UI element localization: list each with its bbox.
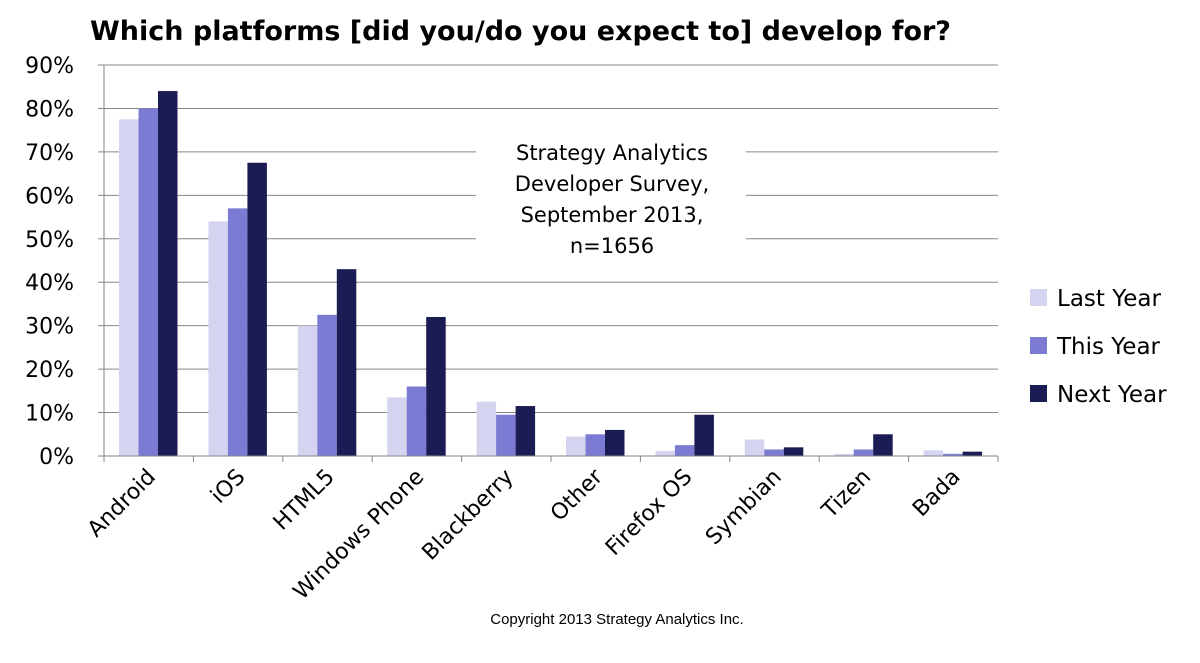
- legend-swatch: [1030, 289, 1047, 306]
- bar-this-year: [674, 445, 695, 456]
- bar-next-year: [605, 429, 625, 456]
- bars: [119, 91, 983, 457]
- annotation-line: Strategy Analytics: [516, 141, 708, 165]
- annotation-line: September 2013,: [521, 203, 704, 227]
- bar-this-year: [138, 108, 158, 456]
- y-tick-label: 40%: [25, 271, 74, 296]
- x-tick-label: Other: [546, 464, 609, 527]
- y-axis-ticks: 0% 10% 20% 30% 40% 50% 60% 70% 80% 90%: [25, 54, 74, 470]
- bar-last-year: [208, 221, 228, 456]
- bar-last-year: [387, 397, 407, 456]
- x-tick-label: Firefox OS: [601, 465, 697, 561]
- bar-this-year: [764, 449, 784, 456]
- bar-next-year: [515, 406, 536, 456]
- bar-last-year: [297, 325, 318, 456]
- bar-last-year: [476, 401, 497, 456]
- annotation-box: Strategy Analytics Developer Survey, Septe…: [476, 127, 746, 277]
- bar-this-year: [317, 314, 337, 456]
- y-tick-label: 30%: [25, 315, 74, 340]
- chart-title: Which platforms [did you/do you expect t…: [90, 16, 951, 47]
- legend-label: This Year: [1056, 334, 1161, 360]
- x-tick-label: Symbian: [701, 465, 787, 551]
- y-tick-label: 20%: [25, 358, 74, 383]
- bar-last-year: [834, 453, 854, 456]
- legend-label: Next Year: [1057, 382, 1167, 408]
- bar-this-year: [227, 208, 248, 456]
- bar-this-year: [585, 434, 605, 456]
- bar-next-year: [336, 269, 357, 456]
- bar-next-year: [873, 434, 893, 456]
- bar-last-year: [119, 119, 139, 457]
- annotation-line: n=1656: [570, 234, 654, 258]
- copyright-text: Copyright 2013 Strategy Analytics Inc.: [490, 611, 743, 628]
- bar-this-year: [496, 414, 516, 456]
- x-tick-label: Android: [83, 465, 161, 543]
- bar-this-year: [943, 453, 963, 456]
- x-tick-label: Bada: [908, 465, 965, 522]
- y-tick-label: 10%: [25, 402, 74, 427]
- bar-next-year: [247, 162, 267, 456]
- bar-next-year: [783, 447, 804, 456]
- bar-next-year: [694, 414, 714, 456]
- bar-last-year: [566, 436, 586, 456]
- x-tick-label: iOS: [206, 465, 250, 509]
- annotation-line: Developer Survey,: [515, 172, 709, 196]
- y-tick-label: 70%: [25, 141, 74, 166]
- bar-next-year: [962, 451, 983, 456]
- y-tick-label: 0%: [39, 445, 74, 470]
- bar-next-year: [426, 316, 446, 456]
- bar-this-year: [853, 449, 874, 456]
- bar-next-year: [158, 91, 178, 457]
- bar-last-year: [655, 450, 675, 456]
- y-tick-label: 80%: [25, 97, 74, 122]
- axes: [98, 64, 999, 462]
- y-tick-label: 50%: [25, 228, 74, 253]
- annotation-background: [476, 127, 746, 277]
- bar-last-year: [744, 439, 765, 456]
- x-tick-label: Blackberry: [418, 465, 519, 566]
- y-tick-label: 60%: [25, 184, 74, 209]
- legend-label: Last Year: [1057, 286, 1161, 312]
- bar-this-year: [406, 386, 427, 456]
- bar-last-year: [923, 450, 944, 456]
- legend-swatch: [1030, 337, 1047, 354]
- x-tick-label: HTML5: [269, 465, 340, 536]
- x-tick-label: Tizen: [817, 465, 876, 524]
- legend: Last Year This Year Next Year: [1030, 286, 1167, 408]
- y-tick-label: 90%: [25, 54, 74, 79]
- legend-swatch: [1030, 385, 1047, 402]
